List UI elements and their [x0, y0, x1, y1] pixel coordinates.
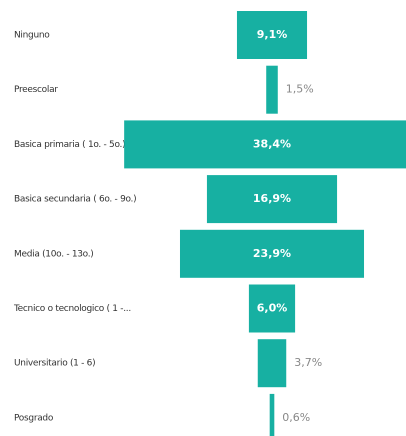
funnel-bar — [257, 339, 287, 388]
value-label: 16,9% — [253, 192, 291, 205]
value-label: 1,5% — [286, 83, 314, 96]
value-label: 38,4% — [253, 137, 291, 150]
category-label: Preescolar — [14, 85, 58, 95]
funnel-bar — [236, 11, 308, 59]
funnel-bar — [124, 120, 406, 169]
funnel-bar — [248, 284, 296, 333]
category-label: Ninguno — [14, 31, 50, 41]
funnel-bar — [206, 175, 338, 224]
value-label: 9,1% — [257, 28, 288, 41]
category-label: Universitario (1 - 6) — [14, 359, 95, 369]
category-label: Tecnico o tecnologico ( 1 -... — [13, 304, 131, 314]
value-label: 23,9% — [253, 247, 291, 260]
category-label: Basica secundaria ( 6o. - 9o.) — [14, 195, 136, 205]
category-label: Basica primaria ( 1o. - 5o.) — [14, 140, 125, 150]
funnel-bar — [269, 393, 275, 436]
value-label: 0,6% — [282, 411, 310, 424]
funnel-bar — [266, 65, 278, 114]
category-label: Posgrado — [14, 413, 54, 423]
category-label: Media (10o. - 13o.) — [14, 249, 94, 259]
value-label: 6,0% — [257, 302, 288, 315]
value-label: 3,7% — [294, 356, 322, 369]
funnel-bar — [179, 229, 365, 278]
